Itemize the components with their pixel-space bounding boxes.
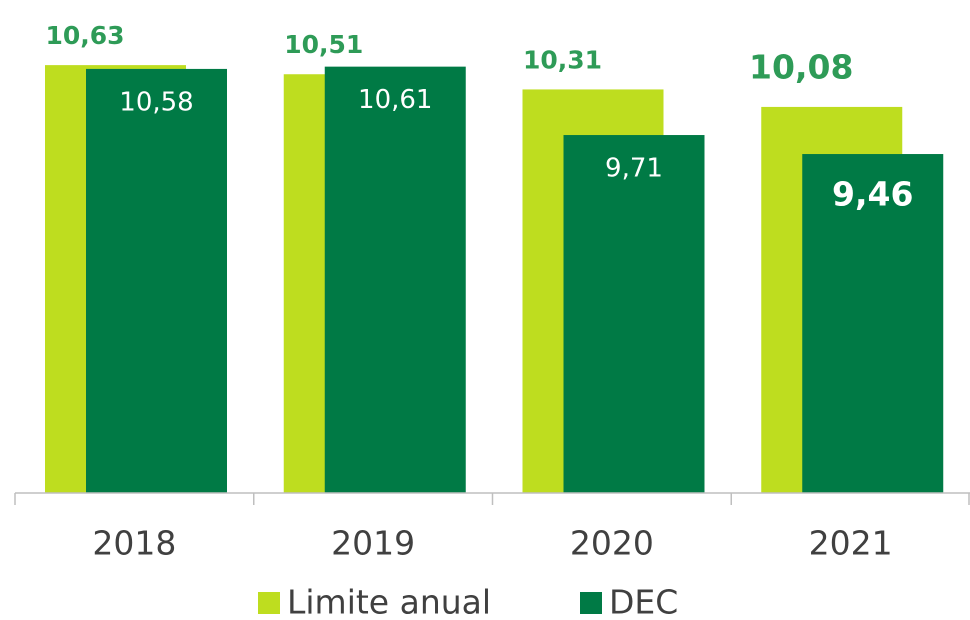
x-tick-label: 2019 <box>331 524 415 563</box>
legend-swatch <box>258 592 280 614</box>
bar <box>802 154 944 494</box>
value-label: 9,46 <box>832 175 913 214</box>
value-label: 10,08 <box>749 47 853 86</box>
bar <box>86 68 227 494</box>
value-label: 10,51 <box>284 30 363 59</box>
legend-label: DEC <box>609 583 678 620</box>
value-label: 10,31 <box>523 45 602 74</box>
value-label: 10,63 <box>45 21 124 50</box>
value-label: 10,58 <box>119 87 193 117</box>
value-label: 10,61 <box>358 85 432 115</box>
legend-swatch <box>580 592 602 614</box>
bar <box>324 66 466 493</box>
value-label: 9,71 <box>605 154 663 184</box>
legend-label: Limite anual <box>287 583 491 620</box>
x-tick-label: 2018 <box>92 524 176 563</box>
x-tick-label: 2021 <box>809 524 893 563</box>
bar <box>563 135 705 494</box>
x-tick-label: 2020 <box>570 524 654 563</box>
